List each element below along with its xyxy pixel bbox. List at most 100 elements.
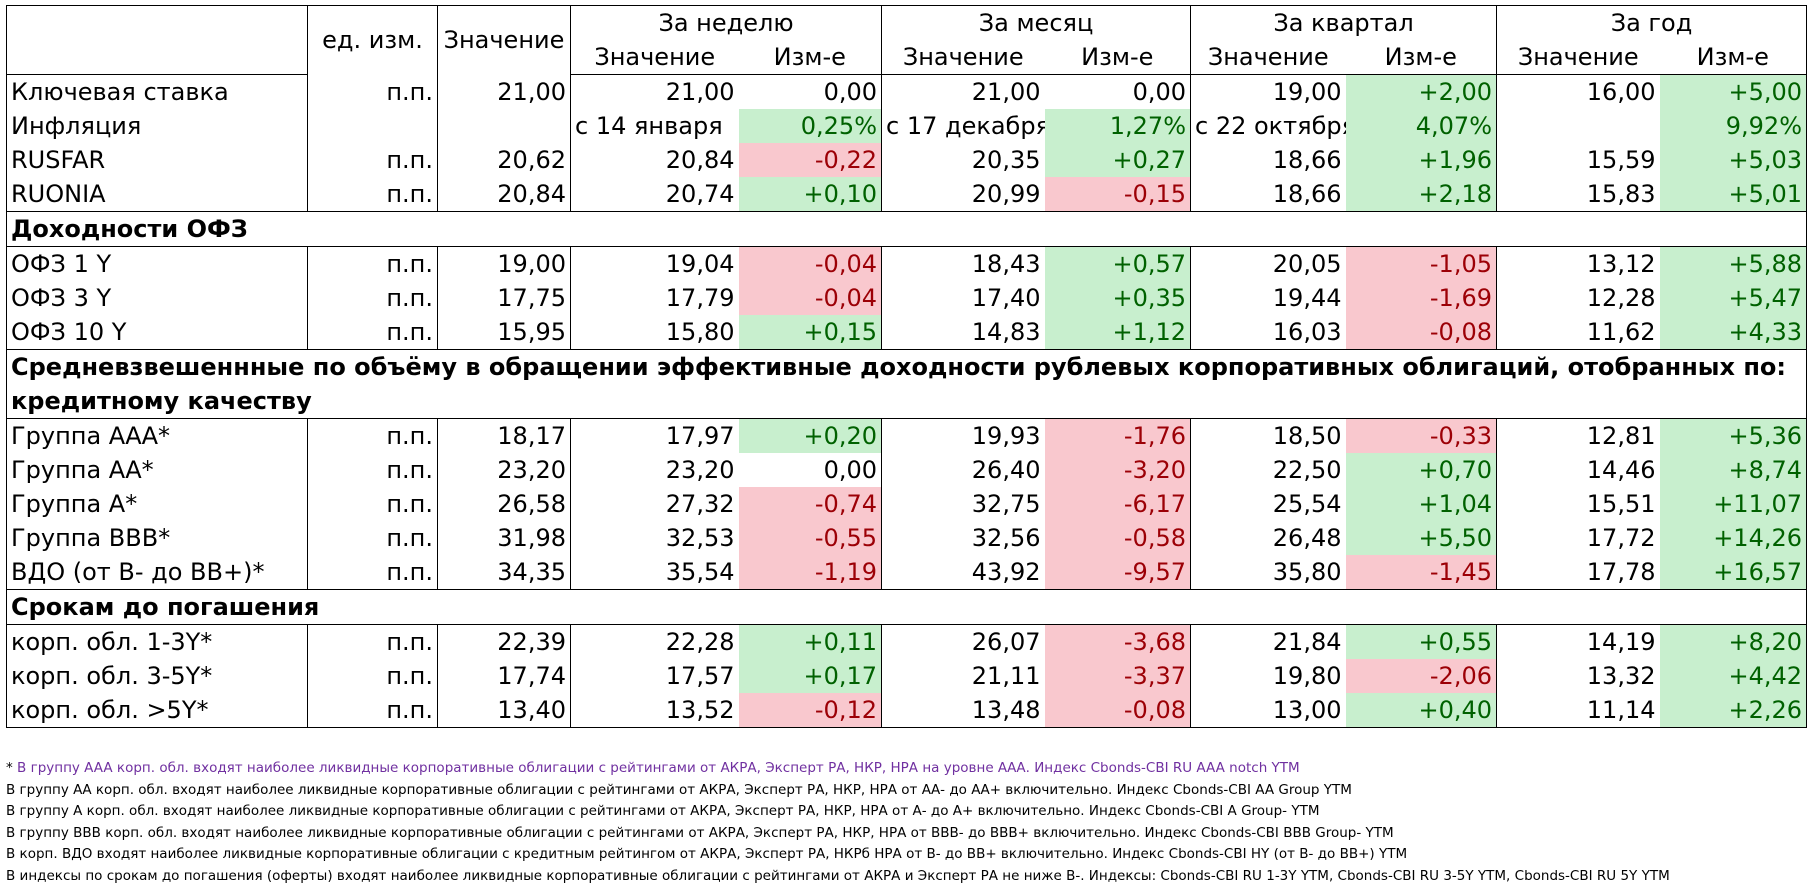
period-change: 0,00 [1045, 75, 1191, 110]
period-value: 23,20 [571, 453, 739, 487]
period-value: 19,93 [882, 419, 1045, 454]
period-value: 14,46 [1497, 453, 1660, 487]
period-change: -1,69 [1346, 281, 1497, 315]
row-name: ОФЗ 1 Y [7, 247, 308, 282]
row-value: 34,35 [438, 555, 571, 590]
period-change: -1,05 [1346, 247, 1497, 282]
period-value: 12,28 [1497, 281, 1660, 315]
section-row: Срокам до погашения [7, 590, 1807, 625]
period-value: 20,99 [882, 177, 1045, 212]
row-value [438, 109, 571, 143]
period-change: +0,20 [739, 419, 882, 454]
period-value: 18,66 [1191, 177, 1346, 212]
period-change: -3,20 [1045, 453, 1191, 487]
section-title-maturity: Срокам до погашения [7, 590, 1807, 625]
period-change: +0,11 [739, 625, 882, 660]
row-name: корп. обл. >5Y* [7, 693, 308, 728]
row-value: 19,00 [438, 247, 571, 282]
period-value: 21,11 [882, 659, 1045, 693]
period-value: 43,92 [882, 555, 1045, 590]
market-data-table: ед. изм. Значение За неделю За месяц За … [6, 5, 1807, 728]
row-unit: п.п. [308, 247, 438, 282]
period-value: 11,14 [1497, 693, 1660, 728]
section-row: Средневзвешеннные по объёму в обращении … [7, 350, 1807, 385]
row-name: Группа А* [7, 487, 308, 521]
header-value: Значение [438, 6, 571, 75]
period-value: 19,80 [1191, 659, 1346, 693]
period-change: +11,07 [1660, 487, 1807, 521]
period-change: +0,70 [1346, 453, 1497, 487]
row-value: 17,75 [438, 281, 571, 315]
period-change: 9,92% [1660, 109, 1807, 143]
footnote-line: В группу АА корп. обл. входят наиболее л… [6, 780, 1670, 802]
header-week: За неделю [571, 6, 882, 41]
period-change: +16,57 [1660, 555, 1807, 590]
section-title-ofz: Доходности ОФЗ [7, 212, 1807, 247]
period-value: 19,44 [1191, 281, 1346, 315]
period-change: -0,04 [739, 281, 882, 315]
period-change: +5,88 [1660, 247, 1807, 282]
row-unit: п.п. [308, 315, 438, 350]
period-value: 35,54 [571, 555, 739, 590]
period-value: 17,72 [1497, 521, 1660, 555]
period-change: -0,12 [739, 693, 882, 728]
header-sub-change: Изм-е [1346, 40, 1497, 75]
period-value: 16,00 [1497, 75, 1660, 110]
footnote-line: В группу А корп. обл. входят наиболее ли… [6, 801, 1670, 823]
period-change: -0,33 [1346, 419, 1497, 454]
row-name: Группа АА* [7, 453, 308, 487]
period-change: -0,15 [1045, 177, 1191, 212]
period-change: -6,17 [1045, 487, 1191, 521]
header-sub-value: Значение [571, 40, 739, 75]
period-value: 26,40 [882, 453, 1045, 487]
section-row: Доходности ОФЗ [7, 212, 1807, 247]
period-value: 11,62 [1497, 315, 1660, 350]
header-empty [7, 6, 308, 41]
period-change: -9,57 [1045, 555, 1191, 590]
period-change: +0,55 [1346, 625, 1497, 660]
header-quarter: За квартал [1191, 6, 1497, 41]
row-value: 20,84 [438, 177, 571, 212]
period-change: +0,27 [1045, 143, 1191, 177]
period-change: -0,58 [1045, 521, 1191, 555]
period-value: 32,56 [882, 521, 1045, 555]
row-unit: п.п. [308, 419, 438, 454]
row-name: Инфляция [7, 109, 308, 143]
row-value: 18,17 [438, 419, 571, 454]
period-change: +0,17 [739, 659, 882, 693]
period-value: 17,78 [1497, 555, 1660, 590]
row-value: 20,62 [438, 143, 571, 177]
period-change: +0,15 [739, 315, 882, 350]
period-value: 26,07 [882, 625, 1045, 660]
period-change: +1,12 [1045, 315, 1191, 350]
row-unit: п.п. [308, 143, 438, 177]
period-change: +14,26 [1660, 521, 1807, 555]
row-value: 23,20 [438, 453, 571, 487]
period-change: -0,74 [739, 487, 882, 521]
period-value: 13,00 [1191, 693, 1346, 728]
period-value: 32,75 [882, 487, 1045, 521]
row-value: 15,95 [438, 315, 571, 350]
row-name: ОФЗ 3 Y [7, 281, 308, 315]
period-value: 32,53 [571, 521, 739, 555]
period-value: 15,80 [571, 315, 739, 350]
section-title-corp: Средневзвешеннные по объёму в обращении … [7, 350, 1807, 385]
period-value [1497, 109, 1660, 143]
row-name: RUONIA [7, 177, 308, 212]
period-change: 0,00 [739, 453, 882, 487]
period-change: -0,04 [739, 247, 882, 282]
period-value: 17,97 [571, 419, 739, 454]
period-change: +5,03 [1660, 143, 1807, 177]
period-value: 21,00 [882, 75, 1045, 110]
period-change: +5,50 [1346, 521, 1497, 555]
header-sub-value: Значение [882, 40, 1045, 75]
period-value: 22,28 [571, 625, 739, 660]
row-name: RUSFAR [7, 143, 308, 177]
